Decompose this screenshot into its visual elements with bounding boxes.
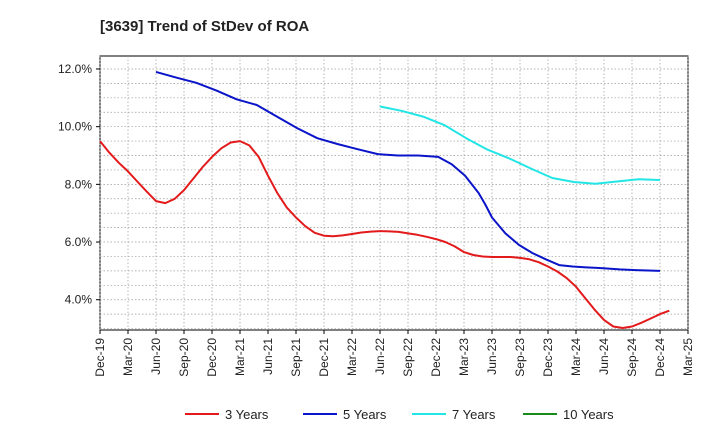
x-tick-label: Jun-23 [485, 338, 499, 375]
x-tick-label: Dec-24 [653, 338, 667, 377]
series-lines [99, 70, 670, 329]
y-tick-label: 12.0% [58, 62, 92, 76]
series-line-5-years [155, 70, 661, 272]
x-tick-label: Jun-24 [597, 338, 611, 375]
x-tick-label: Mar-21 [233, 338, 247, 376]
y-tick-label: 4.0% [65, 293, 93, 307]
x-tick-label: Sep-24 [625, 338, 639, 377]
x-tick-label: Dec-22 [429, 338, 443, 377]
gridlines [99, 56, 689, 330]
x-tick-label: Mar-24 [569, 338, 583, 376]
x-tick-label: Dec-19 [93, 338, 107, 377]
y-tick-label: 10.0% [58, 120, 92, 134]
x-tick-label: Sep-22 [401, 338, 415, 377]
x-tick-label: Jun-22 [373, 338, 387, 375]
x-tick-label: Mar-20 [121, 338, 135, 376]
legend: 3 Years 5 Years 7 Years 10 Years [185, 407, 614, 422]
legend-label: 5 Years [343, 407, 387, 422]
plot-area [99, 55, 689, 331]
legend-label: 7 Years [452, 407, 496, 422]
x-tick-label: Dec-21 [317, 338, 331, 377]
x-tick-label: Mar-22 [345, 338, 359, 376]
chart-title: [3639] Trend of StDev of ROA [100, 18, 309, 35]
legend-label: 3 Years [225, 407, 269, 422]
y-tick-label: 8.0% [65, 177, 93, 191]
x-tick-label: Mar-25 [681, 338, 695, 376]
x-tick-label: Dec-23 [541, 338, 555, 377]
x-tick-label: Sep-21 [289, 338, 303, 377]
x-tick-label: Sep-23 [513, 338, 527, 377]
x-tick-label: Mar-23 [457, 338, 471, 376]
series-line-3-years [99, 140, 670, 329]
x-tick-label: Jun-21 [261, 338, 275, 375]
legend-label: 10 Years [563, 407, 614, 422]
plot-frame [99, 55, 689, 331]
y-tick-label: 6.0% [65, 235, 93, 249]
series-line-7-years [379, 105, 661, 185]
x-axis: Dec-19 Mar-20 Jun-20 Sep-20 Dec-20 Mar-21 Jun-… [93, 330, 695, 377]
y-axis: 4.0% 6.0% 8.0% 10.0% 12.0% [58, 62, 100, 307]
x-tick-label: Dec-20 [205, 338, 219, 377]
x-tick-label: Sep-20 [177, 338, 191, 377]
x-tick-label: Jun-20 [149, 338, 163, 375]
